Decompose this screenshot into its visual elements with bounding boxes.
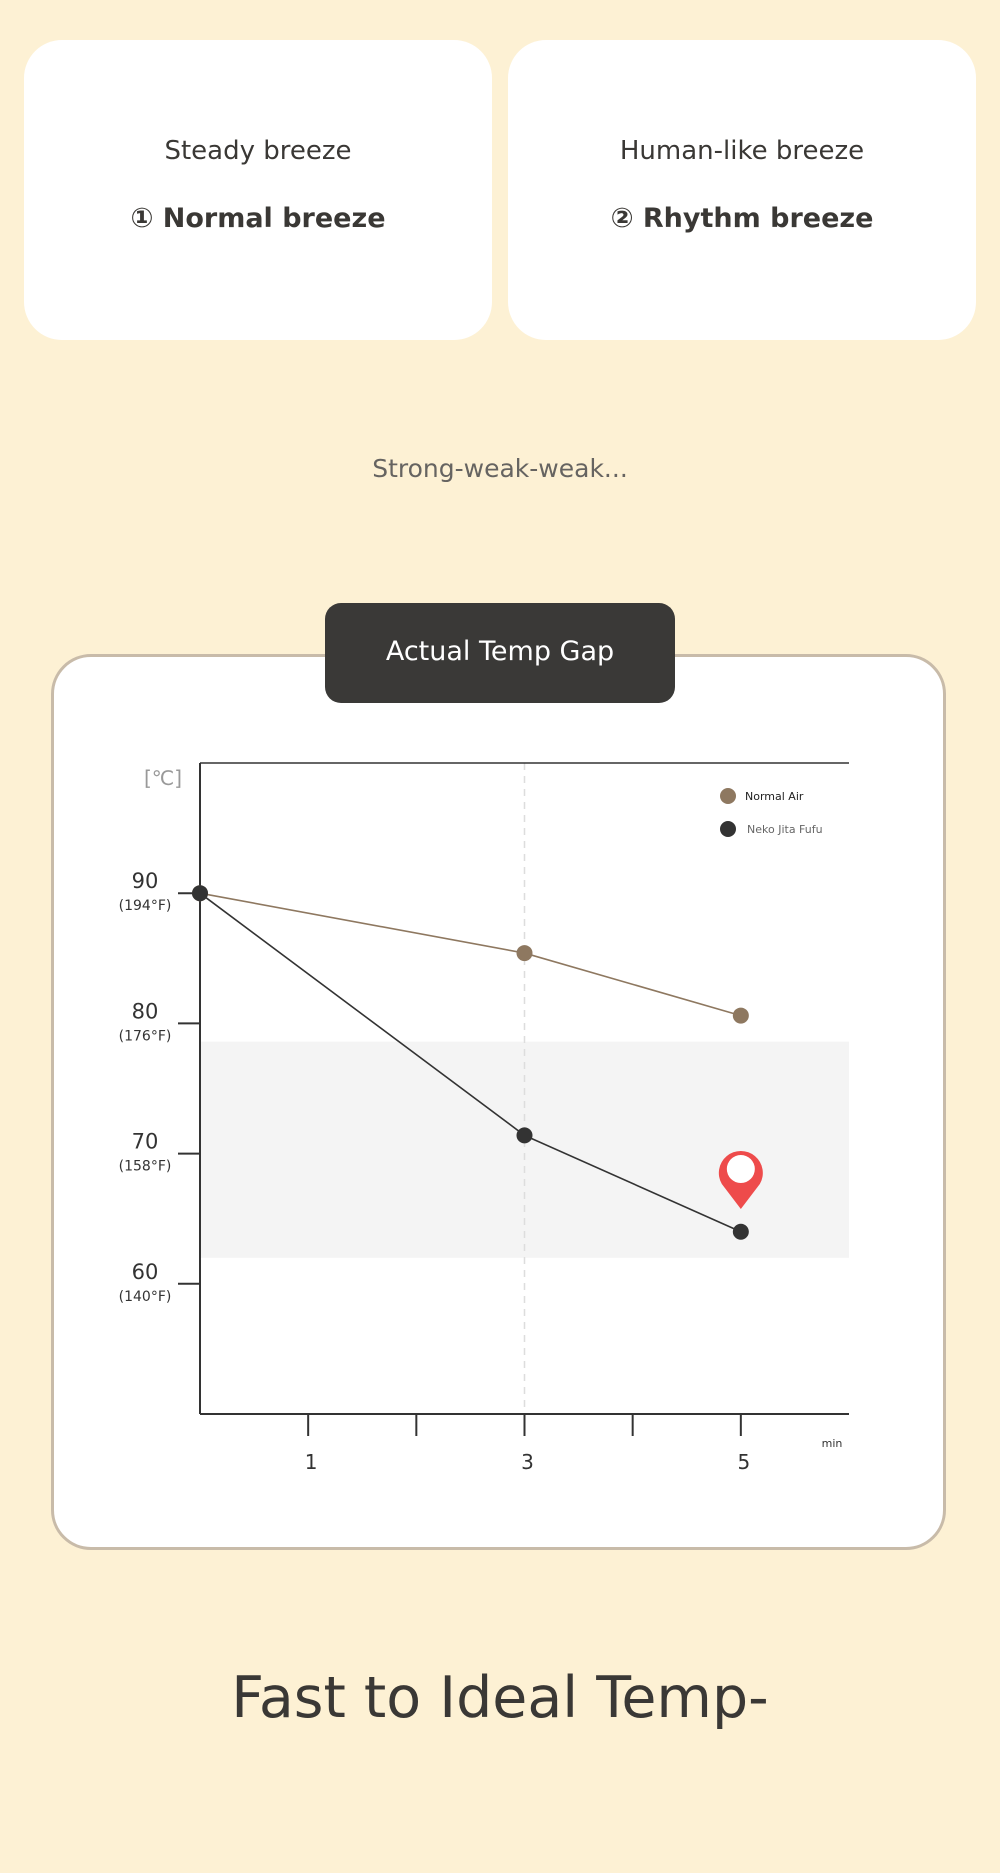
y-tick-label: 60 bbox=[132, 1260, 159, 1284]
mode-subtitle: Steady breeze bbox=[164, 136, 352, 166]
data-point bbox=[516, 945, 533, 962]
data-point bbox=[732, 1223, 749, 1240]
mode-name: ① Normal breeze bbox=[130, 203, 386, 234]
legend-marker bbox=[720, 821, 736, 837]
headline: Fast to Ideal Temp- bbox=[231, 1665, 769, 1731]
data-point bbox=[516, 1127, 533, 1144]
x-tick-label: 1 bbox=[305, 1450, 318, 1474]
mode-subtitle: Human-like breeze bbox=[619, 136, 865, 166]
mode-name: ② Rhythm breeze bbox=[610, 203, 874, 234]
data-point bbox=[732, 1007, 749, 1024]
legend-marker bbox=[720, 788, 736, 804]
y-tick-sublabel: (194°F) bbox=[119, 898, 172, 914]
mode-card-rhythm[interactable]: Human-like breeze ② Rhythm breeze bbox=[508, 40, 976, 340]
y-tick-sublabel: (176°F) bbox=[119, 1028, 172, 1044]
x-tick-label: 5 bbox=[737, 1450, 750, 1474]
location-pin-hole bbox=[726, 1155, 755, 1184]
rhythm-description: Strong-weak-weak... bbox=[372, 454, 628, 483]
x-tick-label: 3 bbox=[521, 1450, 534, 1474]
chart-tag: Actual Temp Gap bbox=[325, 603, 675, 703]
mode-card-normal[interactable]: Steady breeze ① Normal breeze bbox=[24, 40, 492, 340]
legend-label: Neko Jita Fufu bbox=[747, 823, 823, 836]
data-point bbox=[192, 885, 208, 902]
y-tick-sublabel: (158°F) bbox=[119, 1159, 172, 1175]
y-axis-unit: [℃] bbox=[144, 766, 182, 790]
x-axis-unit: min bbox=[822, 1437, 843, 1450]
y-tick-label: 80 bbox=[132, 999, 159, 1023]
y-tick-label: 70 bbox=[132, 1130, 159, 1154]
ideal-temperature-band bbox=[200, 1041, 849, 1258]
y-tick-label: 90 bbox=[132, 869, 159, 893]
temperature-chart: 90 (194°F) 80 (176°F) 70 (158°F) 60 (140°F) [℃] 1… bbox=[119, 762, 849, 1474]
legend-label: Normal Air bbox=[745, 790, 804, 803]
y-tick-sublabel: (140°F) bbox=[119, 1289, 172, 1305]
